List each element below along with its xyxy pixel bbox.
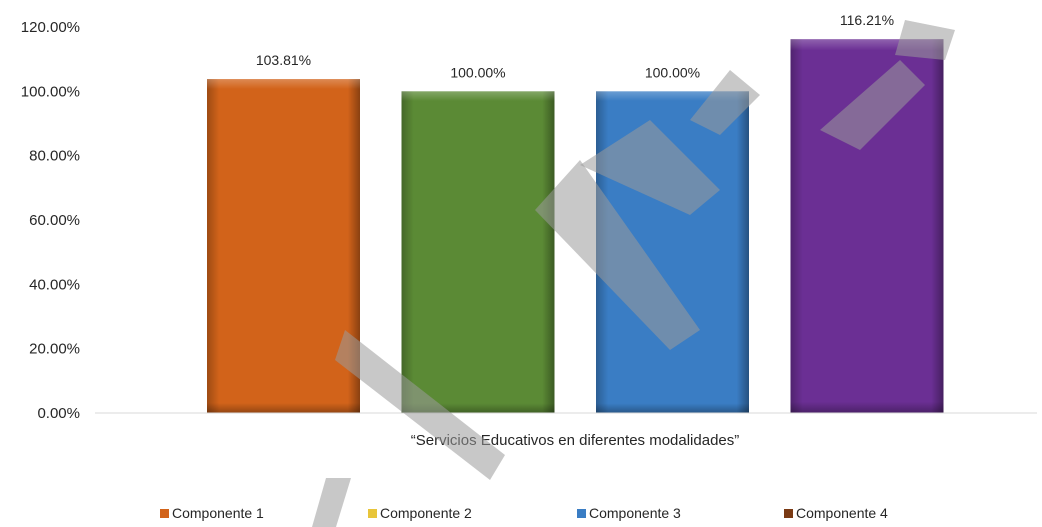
y-tick-label: 120.00% xyxy=(21,19,80,36)
x-category-label: “Servicios Educativos en diferentes moda… xyxy=(411,432,740,449)
legend-item-3: Componente 3 xyxy=(577,505,681,521)
legend-item-4: Componente 4 xyxy=(784,505,888,521)
bar-group: 116.21% xyxy=(790,12,944,414)
legend-label: Componente 1 xyxy=(172,505,264,521)
data-label: 100.00% xyxy=(450,64,505,80)
bar-group: 100.00% xyxy=(401,64,555,413)
data-label: 103.81% xyxy=(256,52,311,68)
legend-swatch-icon xyxy=(368,508,377,518)
y-tick-label: 20.00% xyxy=(29,341,80,358)
y-tick-label: 60.00% xyxy=(29,212,80,229)
legend-swatch-icon xyxy=(784,508,793,518)
data-label: 116.21% xyxy=(840,12,894,28)
bar-bevel xyxy=(401,91,555,413)
legend-swatch-icon xyxy=(577,508,586,518)
data-label: 100.00% xyxy=(645,64,700,80)
y-tick-label: 0.00% xyxy=(37,405,80,422)
y-axis: 0.00% 20.00% 40.00% 60.00% 80.00% 100.00% 120.… xyxy=(21,19,80,422)
legend-swatch-icon xyxy=(160,508,169,518)
bar-bevel xyxy=(790,39,944,414)
legend-label: Componente 4 xyxy=(796,505,888,521)
legend: Componente 1 Componente 2 Componente 3 C… xyxy=(0,505,1042,525)
y-tick-label: 80.00% xyxy=(29,148,80,165)
legend-item-1: Componente 1 xyxy=(160,505,264,521)
bar-bevel xyxy=(207,79,360,414)
bars: 103.81% 100.00% 100.00% 116.21% xyxy=(207,12,944,414)
bar-group: 100.00% xyxy=(596,64,749,413)
y-tick-label: 100.00% xyxy=(21,83,80,100)
bar-group: 103.81% xyxy=(207,52,360,414)
legend-label: Componente 3 xyxy=(589,505,681,521)
legend-item-2: Componente 2 xyxy=(368,505,472,521)
bar-bevel xyxy=(596,91,749,413)
legend-label: Componente 2 xyxy=(380,505,472,521)
y-tick-label: 40.00% xyxy=(29,276,80,293)
